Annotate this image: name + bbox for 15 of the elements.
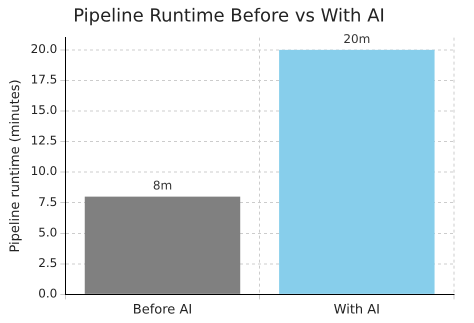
x-tick-label: Before AI	[132, 302, 192, 318]
y-tick-label: 20.0	[30, 42, 58, 56]
y-tick-label: 12.5	[30, 134, 58, 148]
y-axis-title: Pipeline runtime (minutes)	[8, 79, 24, 253]
x-tick-label: With AI	[334, 302, 380, 318]
data-label: 8m	[152, 178, 172, 193]
y-tick-label: 0.0	[38, 286, 58, 301]
y-tick-label: 17.5	[30, 72, 58, 87]
y-tick-label: 7.5	[38, 194, 58, 209]
y-tick-label: 2.5	[38, 256, 58, 270]
data-label: 20m	[343, 32, 370, 46]
y-tick-label: 5.0	[38, 225, 58, 240]
y-tick-label: 10.0	[30, 164, 58, 178]
y-tick-label: 15.0	[30, 103, 58, 118]
chart-title: Pipeline Runtime Before vs With AI	[73, 5, 385, 26]
